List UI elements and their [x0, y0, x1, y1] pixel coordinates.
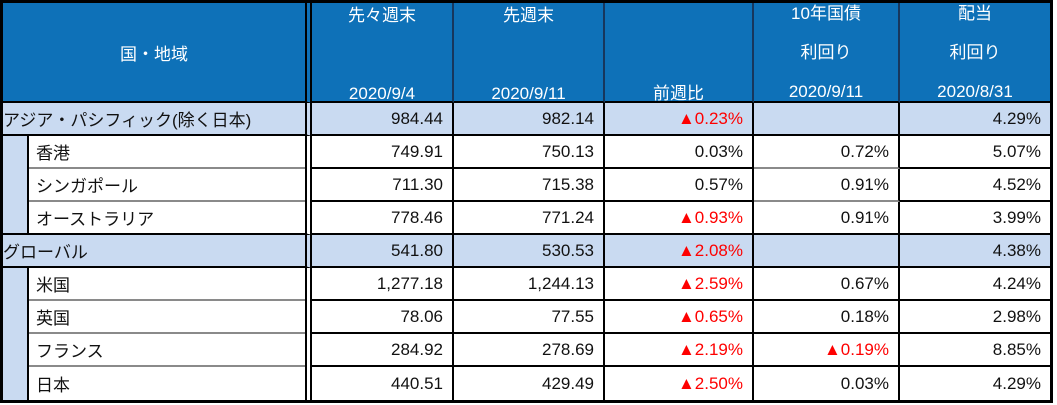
header-prev2: 先々週末 2020/9/4 [312, 3, 454, 103]
sub-row-label: 米国 [29, 268, 305, 301]
header-wow-label: 前週比 [653, 83, 704, 103]
cell-prev2: 749.91 [312, 136, 454, 169]
indent-strip [3, 301, 29, 334]
cell-region-name: 香港 [3, 136, 312, 169]
cell-dividend: 4.29% [900, 367, 1050, 400]
header-bond-date: 2020/9/11 [788, 81, 864, 101]
row-us: 米国 1,277.18 1,244.13 ▲2.59% 0.67% 4.24% [3, 268, 1050, 301]
sub-row-label: 日本 [36, 376, 70, 395]
cell-dividend: 3.99% [900, 202, 1050, 235]
indent-strip [3, 367, 29, 400]
cell-wow: ▲2.08% [605, 235, 754, 268]
indent-strip [3, 169, 29, 202]
cell-bond [754, 103, 900, 136]
header-row: 国・地域 先々週末 2020/9/4 先週末 2020/9/11 前週比 10年… [3, 3, 1050, 103]
cell-prev2: 1,277.18 [312, 268, 454, 301]
header-prev1-label: 先週末 [503, 5, 554, 25]
header-prev2-date: 2020/9/4 [348, 83, 416, 103]
header-bond-yield: 10年国債 利回り 2020/9/11 [754, 3, 900, 103]
row-global: グローバル 541.80 530.53 ▲2.08% 4.38% [3, 235, 1050, 268]
indent-strip [3, 202, 29, 233]
row-france: フランス 284.92 278.69 ▲2.19% ▲0.19% 8.85% [3, 334, 1050, 367]
cell-region-name: シンガポール [3, 169, 312, 202]
cell-dividend: 4.38% [900, 235, 1050, 268]
cell-bond: 0.03% [754, 367, 900, 400]
cell-prev2: 440.51 [312, 367, 454, 400]
header-dividend-yield: 配当 利回り 2020/8/31 [900, 3, 1050, 103]
cell-dividend: 2.98% [900, 301, 1050, 334]
cell-bond: 0.91% [754, 169, 900, 202]
header-region-label: 国・地域 [120, 44, 188, 64]
cell-region-name: グローバル [3, 235, 312, 268]
header-div-line1: 配当 [958, 3, 992, 23]
cell-dividend: 8.85% [900, 334, 1050, 367]
cell-region-name: オーストラリア [3, 202, 312, 235]
header-bond-line2: 利回り [800, 42, 852, 62]
cell-dividend: 5.07% [900, 136, 1050, 169]
cell-bond [754, 235, 900, 268]
cell-wow: ▲0.65% [605, 301, 754, 334]
header-wow: 前週比 [605, 3, 754, 103]
header-bond-line1: 10年国債 [791, 3, 861, 23]
sub-row-label: オーストラリア [36, 210, 155, 229]
cell-prev1: 715.38 [454, 169, 605, 202]
cell-prev1: 429.49 [454, 367, 605, 400]
cell-region-name: 日本 [3, 367, 312, 400]
cell-wow: ▲2.19% [605, 334, 754, 367]
cell-region-name: 米国 [3, 268, 312, 301]
cell-bond: 0.91% [754, 202, 900, 235]
cell-prev2: 284.92 [312, 334, 454, 367]
cell-prev2: 541.80 [312, 235, 454, 268]
row-hong-kong: 香港 749.91 750.13 0.03% 0.72% 5.07% [3, 136, 1050, 169]
cell-wow: ▲0.23% [605, 103, 754, 136]
cell-region-name: 英国 [3, 301, 312, 334]
indent-strip [3, 136, 29, 169]
cell-dividend: 4.29% [900, 103, 1050, 136]
header-prev2-label: 先々週末 [348, 5, 416, 25]
row-uk: 英国 78.06 77.55 ▲0.65% 0.18% 2.98% [3, 301, 1050, 334]
cell-wow: 0.57% [605, 169, 754, 202]
cell-region-name: フランス [3, 334, 312, 367]
cell-dividend: 4.24% [900, 268, 1050, 301]
row-japan: 日本 440.51 429.49 ▲2.50% 0.03% 4.29% [3, 367, 1050, 400]
sub-row-label: シンガポール [29, 169, 305, 202]
cell-prev2: 778.46 [312, 202, 454, 235]
cell-bond: 0.18% [754, 301, 900, 334]
cell-wow: 0.03% [605, 136, 754, 169]
cell-prev2: 711.30 [312, 169, 454, 202]
header-prev1-date: 2020/9/11 [491, 83, 566, 103]
cell-prev1: 278.69 [454, 334, 605, 367]
cell-wow: ▲2.50% [605, 367, 754, 400]
cell-wow: ▲0.93% [605, 202, 754, 235]
cell-bond: 0.72% [754, 136, 900, 169]
cell-dividend: 4.52% [900, 169, 1050, 202]
sub-row-label: フランス [29, 334, 305, 367]
cell-prev2: 78.06 [312, 301, 454, 334]
cell-bond: 0.67% [754, 268, 900, 301]
header-div-date: 2020/8/31 [937, 81, 1013, 101]
cell-prev1: 982.14 [454, 103, 605, 136]
cell-bond: ▲0.19% [754, 334, 900, 367]
indent-strip [3, 268, 29, 301]
cell-prev1: 750.13 [454, 136, 605, 169]
cell-prev1: 530.53 [454, 235, 605, 268]
cell-region-name: アジア・パシフィック(除く日本) [3, 103, 312, 136]
cell-prev1: 1,244.13 [454, 268, 605, 301]
row-asia-pacific-ex-japan: アジア・パシフィック(除く日本) 984.44 982.14 ▲0.23% 4.… [3, 103, 1050, 136]
sub-row-label: 香港 [29, 136, 305, 169]
header-prev1: 先週末 2020/9/11 [454, 3, 605, 103]
indent-strip [3, 334, 29, 367]
cell-prev1: 77.55 [454, 301, 605, 334]
header-region: 国・地域 [3, 3, 312, 103]
header-div-line2: 利回り [949, 42, 1001, 62]
row-australia: オーストラリア 778.46 771.24 ▲0.93% 0.91% 3.99% [3, 202, 1050, 235]
cell-prev1: 771.24 [454, 202, 605, 235]
cell-prev2: 984.44 [312, 103, 454, 136]
row-singapore: シンガポール 711.30 715.38 0.57% 0.91% 4.52% [3, 169, 1050, 202]
cell-wow: ▲2.59% [605, 268, 754, 301]
sub-row-label: 英国 [29, 301, 305, 334]
